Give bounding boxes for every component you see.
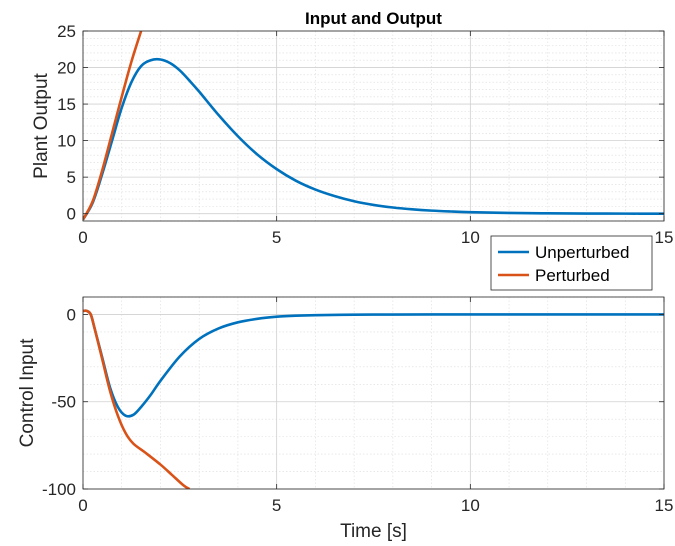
legend-label-unperturbed: Unperturbed xyxy=(535,243,630,262)
x-tick-label: 15 xyxy=(655,228,674,247)
x-tick-label: 5 xyxy=(272,228,281,247)
y-tick-label: 0 xyxy=(67,305,76,324)
axes-box xyxy=(82,296,665,490)
x-tick-label: 10 xyxy=(461,496,480,515)
x-axis-label: Time [s] xyxy=(340,521,407,542)
y-tick-label: 0 xyxy=(67,205,76,224)
y-tick-label: 15 xyxy=(57,95,76,114)
y-axis-label: Control Input xyxy=(17,338,38,448)
x-tick-label: 15 xyxy=(655,496,674,515)
series-group xyxy=(83,309,664,489)
legend-label-perturbed: Perturbed xyxy=(535,266,610,285)
ticks: 0 5 10 15 0 5 10 15 20 25 xyxy=(57,22,673,247)
series-group xyxy=(83,31,664,221)
y-tick-label: 20 xyxy=(57,59,76,78)
legend-box xyxy=(490,235,653,291)
y-tick-label: -50 xyxy=(51,393,76,412)
y-axis-label: Plant Output xyxy=(31,72,52,178)
axes-box xyxy=(82,30,665,222)
legend: Unperturbed Perturbed xyxy=(490,235,653,291)
subplot-1: 0 5 10 15 0 5 10 15 20 25 Input and Output Plant Ou… xyxy=(31,9,673,247)
x-tick-label: 10 xyxy=(461,228,480,247)
series-line-perturbed xyxy=(83,309,191,489)
x-tick-label: 5 xyxy=(272,496,281,515)
subplot-2: 0 5 10 15 -100 -50 0 Control Input Time [s] xyxy=(17,296,673,542)
series-line-unperturbed xyxy=(83,57,664,221)
series-line-perturbed xyxy=(83,31,143,221)
x-tick-label: 0 xyxy=(78,228,87,247)
minor-grid xyxy=(83,31,664,222)
plot-area xyxy=(83,297,664,489)
ticks: 0 5 10 15 -100 -50 0 xyxy=(42,297,673,515)
y-tick-label: 5 xyxy=(67,168,76,187)
chart-title: Input and Output xyxy=(305,9,442,28)
y-tick-label: 25 xyxy=(57,22,76,41)
y-tick-label: -100 xyxy=(42,480,76,499)
x-tick-label: 0 xyxy=(78,496,87,515)
y-tick-label: 10 xyxy=(57,132,76,151)
